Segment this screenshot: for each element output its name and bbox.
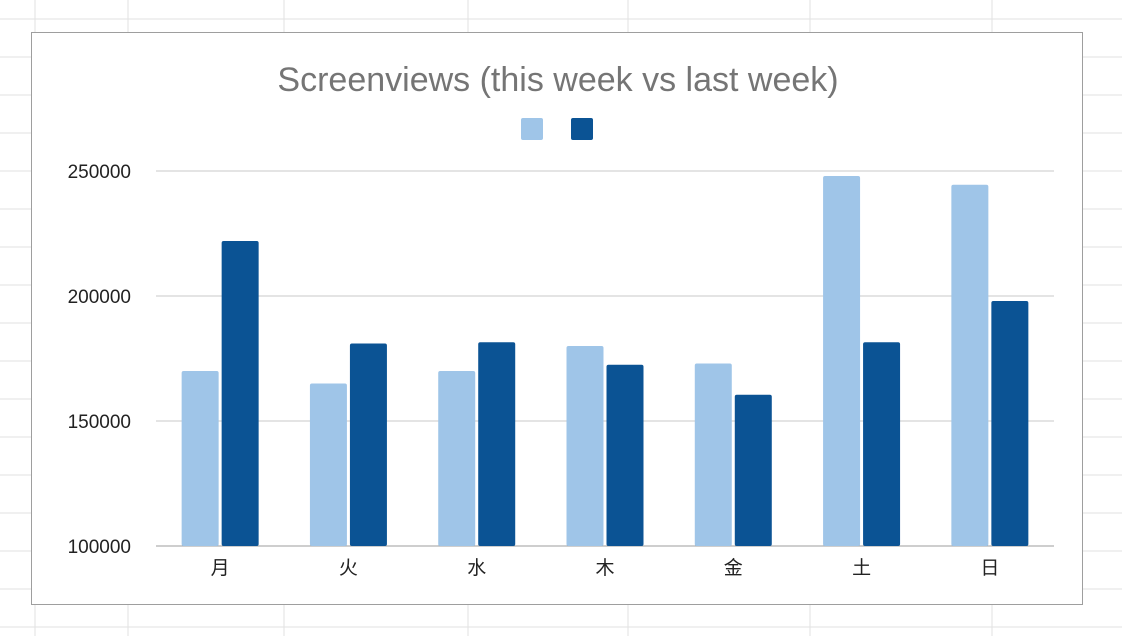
chart-bars xyxy=(181,176,1029,547)
bar-series-1[interactable] xyxy=(309,383,347,547)
bar-series-2[interactable] xyxy=(221,241,259,546)
x-category-label: 火 xyxy=(339,557,358,579)
x-axis-labels: 月火水木金土日 xyxy=(211,557,1000,579)
y-tick-label: 150000 xyxy=(68,412,131,433)
bar-series-1[interactable] xyxy=(438,371,476,546)
y-tick-label: 100000 xyxy=(68,537,131,558)
bar-series-1[interactable] xyxy=(566,346,604,546)
legend-swatch xyxy=(571,118,593,140)
x-category-label: 土 xyxy=(852,557,871,579)
bar-series-2[interactable] xyxy=(478,342,516,546)
bar-series-2[interactable] xyxy=(606,364,644,546)
chart-container[interactable]: Screenviews (this week vs last week) 100… xyxy=(31,32,1083,605)
bar-series-1[interactable] xyxy=(181,371,219,546)
bar-series-1[interactable] xyxy=(823,176,861,546)
y-tick-label: 250000 xyxy=(68,162,131,183)
y-axis-ticks: 100000 150000 200000 250000 xyxy=(68,162,131,558)
bar-series-1[interactable] xyxy=(951,184,989,546)
chart-title: Screenviews (this week vs last week) xyxy=(277,61,838,99)
bar-series-2[interactable] xyxy=(863,342,901,546)
chart-legend xyxy=(521,118,593,140)
bar-series-2[interactable] xyxy=(734,394,772,546)
x-category-label: 日 xyxy=(980,557,999,579)
y-tick-label: 200000 xyxy=(68,287,131,308)
x-category-label: 水 xyxy=(467,557,486,579)
bar-series-2[interactable] xyxy=(991,301,1029,546)
x-category-label: 月 xyxy=(211,557,230,579)
x-category-label: 金 xyxy=(724,557,743,579)
chart-canvas: Screenviews (this week vs last week) 100… xyxy=(68,61,1054,579)
bar-series-1[interactable] xyxy=(694,363,732,547)
chart-gridlines xyxy=(156,170,1054,547)
x-category-label: 木 xyxy=(595,557,614,579)
legend-swatch xyxy=(521,118,543,140)
bar-series-2[interactable] xyxy=(349,343,387,547)
